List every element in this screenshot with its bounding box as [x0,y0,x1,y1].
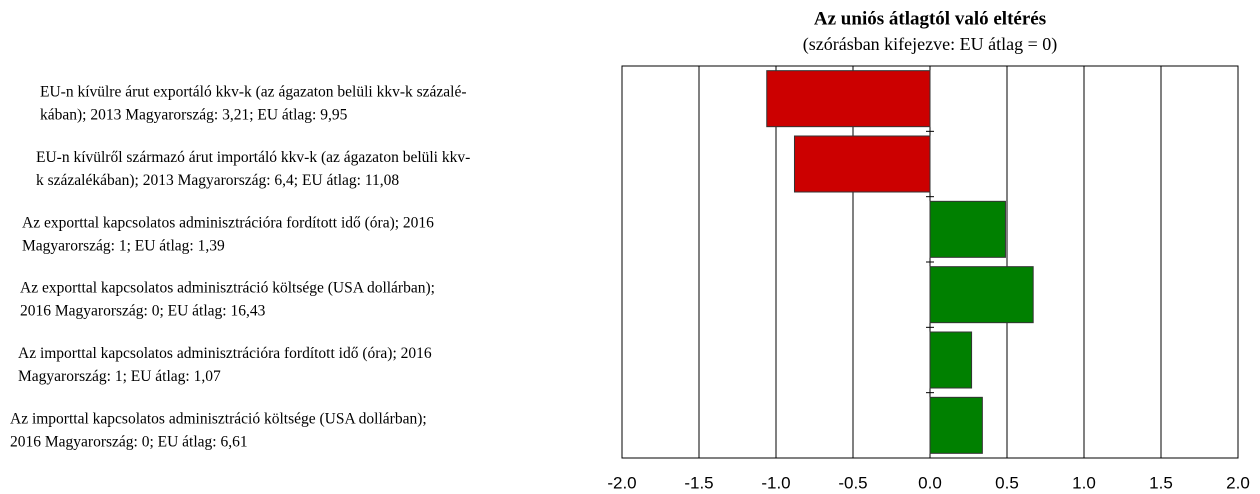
x-tick-label: -1.0 [761,473,790,492]
bar [929,331,973,389]
category-label-line: 2016 Magyarország: 0; EU átlag: 6,61 [10,433,248,450]
category-label-line: Az importtal kapcsolatos adminisztrációr… [18,345,432,362]
bar [766,70,931,128]
chart-title: Az uniós átlagtól való eltérés [814,8,1046,29]
x-tick-label: 0.0 [918,473,942,492]
category-label: EU-n kívülről származó árut importáló kk… [36,149,470,189]
category-label: Az exporttal kapcsolatos adminisztráció … [20,279,435,319]
chart-subtitle: (szórásban kifejezve: EU átlag = 0) [803,34,1058,55]
x-tick-label: -2.0 [607,473,636,492]
category-label-line: kában); 2013 Magyarország: 3,21; EU átla… [40,106,348,123]
bar [929,266,1034,324]
plot-border [621,65,1239,459]
category-label: EU-n kívülre árut exportáló kkv-k (az ág… [40,83,467,123]
category-label-line: Az importtal kapcsolatos adminisztráció … [10,410,427,427]
bar [929,396,983,454]
category-label-line: Az exporttal kapcsolatos adminisztrációr… [22,214,434,231]
x-tick-label: 2.0 [1226,473,1250,492]
category-label-line: Magyarország: 1; EU átlag: 1,39 [22,237,225,254]
x-tick-label: 0.5 [995,473,1019,492]
bar [929,200,1006,258]
category-label-line: EU-n kívülről származó árut importáló kk… [36,149,470,166]
x-tick-label: -0.5 [838,473,867,492]
x-tick-label: 1.0 [1072,473,1096,492]
x-tick-label: -1.5 [684,473,713,492]
category-label: Az importtal kapcsolatos adminisztrációr… [18,345,432,385]
category-label-line: Magyarország: 1; EU átlag: 1,07 [18,368,221,385]
x-tick-label: 1.5 [1149,473,1173,492]
category-label-line: k százalékában); 2013 Magyarország: 6,4;… [36,172,399,189]
category-label-line: EU-n kívülre árut exportáló kkv-k (az ág… [40,83,467,100]
category-label: Az importtal kapcsolatos adminisztráció … [10,410,427,450]
category-label: Az exporttal kapcsolatos adminisztrációr… [22,214,434,254]
category-label-line: 2016 Magyarország: 0; EU átlag: 16,43 [20,302,266,319]
category-label-line: Az exporttal kapcsolatos adminisztráció … [20,279,435,296]
bar [793,135,931,193]
